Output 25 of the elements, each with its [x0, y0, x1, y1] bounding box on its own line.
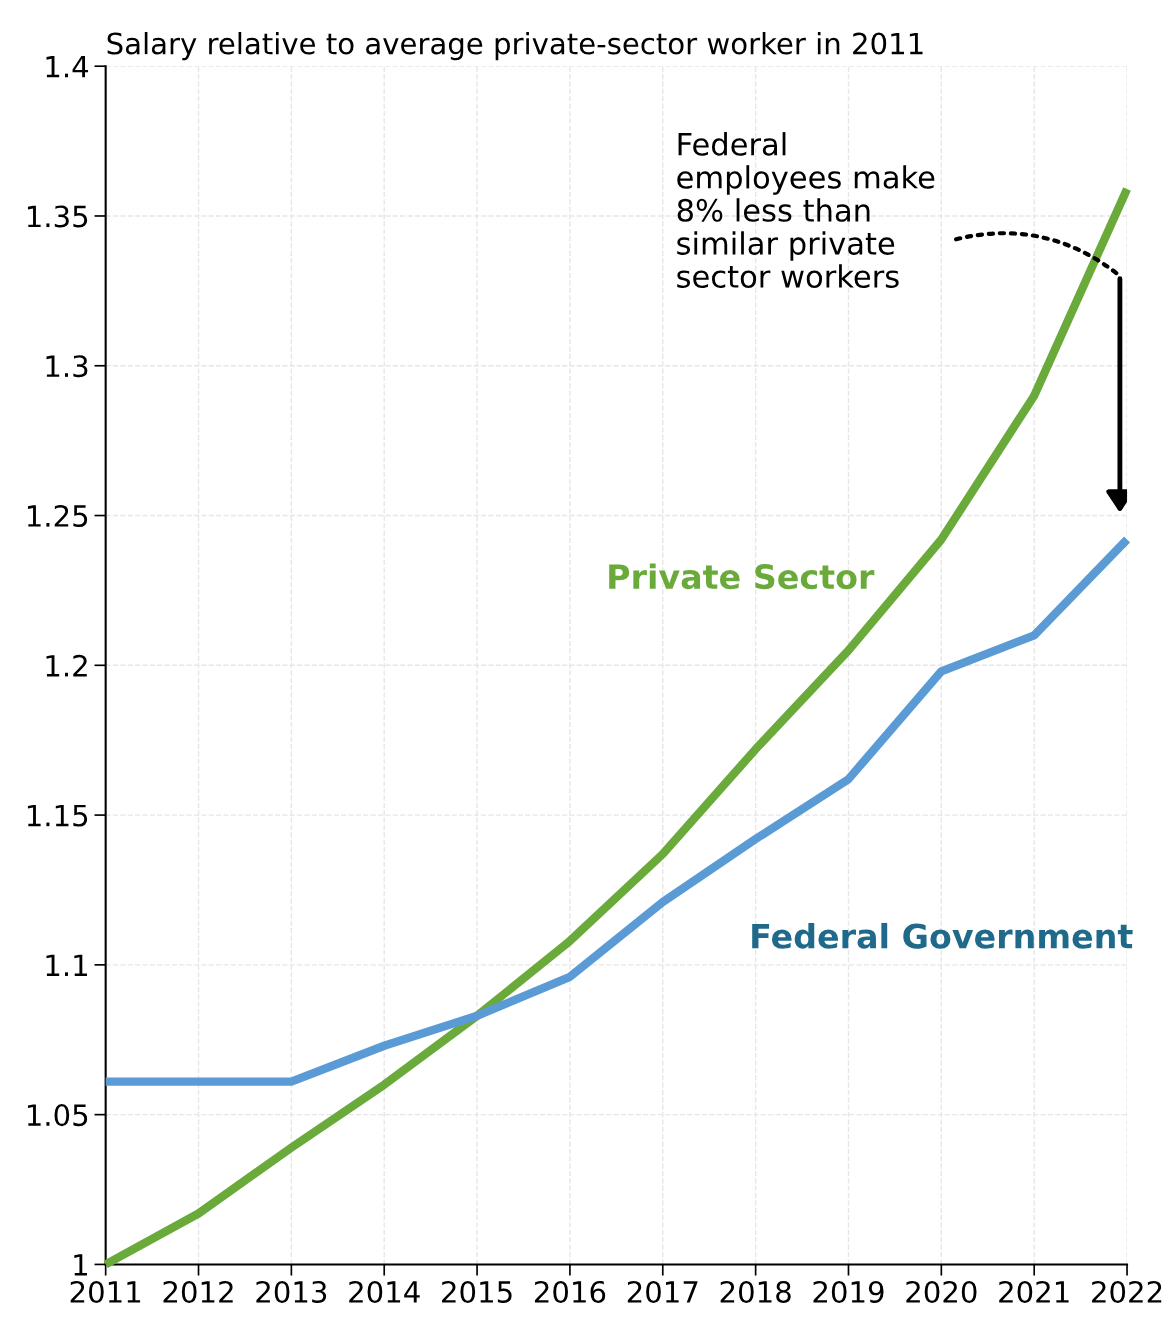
y-tick-label: 1.1: [46, 954, 87, 976]
text: Federal Government: [752, 922, 1133, 949]
x-tick-label: 2014: [349, 1280, 420, 1303]
x-tick-label: 2015: [442, 1280, 512, 1303]
x-tick-label: 2021: [999, 1280, 1069, 1303]
y-tick-label: 1.15: [27, 804, 88, 827]
y-tick-label: 1.35: [27, 205, 88, 228]
x-tick-label: 2017: [627, 1280, 698, 1303]
annotation: Federal employees make 8% less than similar private sector workers: [677, 132, 935, 288]
y-tick-label: 1.2: [46, 654, 87, 677]
x-tick-label: 2018: [720, 1280, 791, 1303]
x-tick-label: 2019: [813, 1280, 884, 1303]
x-tick-label: 2022: [1092, 1280, 1162, 1303]
y-tick-label: 1.05: [27, 1104, 88, 1127]
series-label: Private Sector: [609, 563, 875, 590]
y-tick-label: 1.4: [46, 56, 89, 78]
y-tick-label: 1.3: [46, 355, 88, 378]
x-tick-label: 2013: [256, 1280, 327, 1303]
y-tick-label: 1.25: [27, 504, 88, 528]
x-tick-label: 2016: [534, 1280, 606, 1303]
x-tick-label: 2012: [163, 1280, 233, 1303]
x-tick-label: 2011: [70, 1280, 141, 1303]
chart-title: Salary relative to average private-sector worker in 2011: [107, 31, 923, 61]
x-tick-label: 2020: [906, 1280, 977, 1303]
y-tick-label: 1: [74, 1254, 87, 1276]
